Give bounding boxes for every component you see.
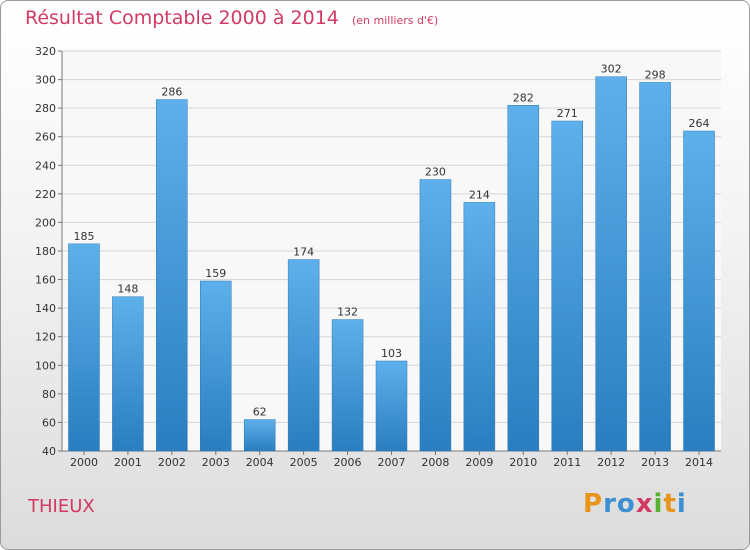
bar <box>507 105 540 452</box>
bar-value-label: 159 <box>205 267 226 280</box>
bar <box>331 319 364 452</box>
y-tick-label: 140 <box>35 302 56 315</box>
bar <box>639 82 671 452</box>
y-tick-label: 40 <box>42 445 56 458</box>
x-tick-label: 2010 <box>509 456 537 469</box>
logo-letter: i <box>653 489 664 519</box>
proxiti-logo: Proxiti <box>583 489 687 519</box>
bar <box>375 360 408 452</box>
commune-name: THIEUX <box>28 496 95 517</box>
bar-value-label: 286 <box>161 86 182 99</box>
logo-letter: o <box>616 489 636 519</box>
y-tick-label: 320 <box>35 45 56 58</box>
y-tick-label: 60 <box>42 416 56 429</box>
logo-letter: r <box>603 489 617 519</box>
bar <box>419 179 452 452</box>
logo-letter: x <box>635 489 654 519</box>
bar-value-label: 302 <box>601 63 622 76</box>
x-tick-label: 2002 <box>158 456 186 469</box>
bar-value-label: 282 <box>513 91 534 104</box>
x-tick-label: 2007 <box>378 456 406 469</box>
bar-value-label: 148 <box>117 283 138 296</box>
x-tick-label: 2008 <box>421 456 449 469</box>
bar <box>156 99 188 452</box>
bar-value-label: 264 <box>689 117 710 130</box>
x-tick-label: 2000 <box>70 456 98 469</box>
logo-letter: P <box>583 489 604 519</box>
bar-value-label: 230 <box>425 166 446 179</box>
x-tick-label: 2012 <box>597 456 625 469</box>
x-tick-label: 2013 <box>641 456 669 469</box>
x-tick-label: 2003 <box>202 456 230 469</box>
x-tick-label: 2001 <box>114 456 142 469</box>
bar-value-label: 103 <box>381 347 402 360</box>
bar <box>287 259 320 452</box>
bar <box>112 296 144 452</box>
bar <box>463 202 496 452</box>
y-tick-label: 120 <box>35 331 56 344</box>
x-tick-label: 2009 <box>465 456 493 469</box>
y-tick-label: 300 <box>35 74 56 87</box>
unit-note: (en milliers d'€) <box>351 14 439 27</box>
y-tick-label: 280 <box>35 102 56 115</box>
x-tick-label: 2006 <box>334 456 362 469</box>
bar <box>200 280 232 452</box>
bar <box>243 419 276 452</box>
bar <box>683 130 715 452</box>
bar-value-label: 271 <box>557 107 578 120</box>
x-tick-label: 2004 <box>246 456 274 469</box>
y-tick-label: 160 <box>35 274 56 287</box>
bar <box>551 120 583 452</box>
y-tick-label: 180 <box>35 245 56 258</box>
bar-value-label: 62 <box>253 406 267 419</box>
bar-value-label: 174 <box>293 246 314 259</box>
bar <box>595 76 627 452</box>
bar-value-label: 132 <box>337 306 358 319</box>
y-tick-label: 80 <box>42 388 56 401</box>
y-tick-label: 240 <box>35 159 56 172</box>
y-tick-label: 260 <box>35 131 56 144</box>
bar-value-label: 298 <box>645 68 666 81</box>
title-text: Résultat Comptable 2000 à 2014 <box>25 7 339 29</box>
x-tick-label: 2005 <box>290 456 318 469</box>
chart-title: Résultat Comptable 2000 à 2014 (en milli… <box>25 7 438 29</box>
logo-letter: i <box>676 489 687 519</box>
y-tick-label: 100 <box>35 359 56 372</box>
x-tick-label: 2014 <box>685 456 713 469</box>
bar-value-label: 214 <box>469 188 490 201</box>
x-tick-label: 2011 <box>553 456 581 469</box>
y-tick-label: 220 <box>35 188 56 201</box>
logo-letter: t <box>663 489 677 519</box>
y-tick-label: 200 <box>35 216 56 229</box>
bar <box>68 243 100 452</box>
bar-value-label: 185 <box>73 230 94 243</box>
